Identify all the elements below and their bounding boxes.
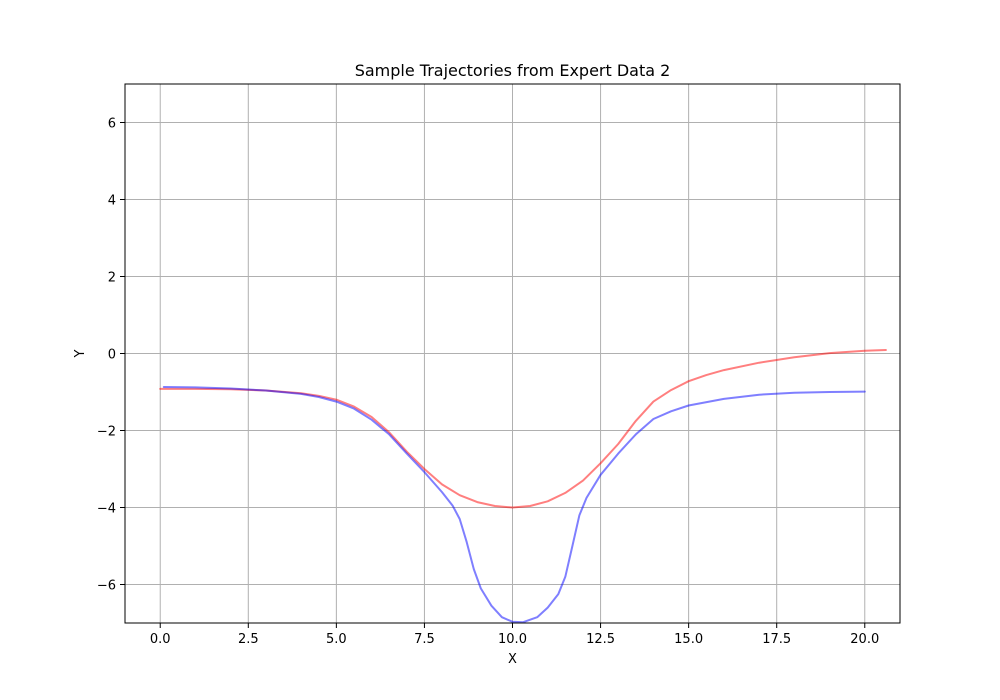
x-tick-label: 7.5 [414, 632, 435, 647]
y-axis-label: Y [73, 349, 88, 358]
y-tick-label: 2 [108, 271, 116, 286]
y-tick-label: −4 [97, 502, 116, 517]
x-axis-ticks: 0.0 2.5 5.0 7.5 10.0 12.5 15.0 17.5 20.0 [150, 623, 879, 647]
x-tick-label: 5.0 [326, 632, 347, 647]
x-tick-label: 0.0 [150, 632, 171, 647]
x-tick-label: 10.0 [498, 632, 527, 647]
x-tick-label: 17.5 [762, 632, 791, 647]
x-tick-label: 15.0 [674, 632, 703, 647]
y-tick-label: 0 [108, 348, 116, 363]
y-tick-label: −6 [97, 579, 116, 594]
series-line-1 [159, 349, 887, 509]
x-tick-label: 2.5 [238, 632, 259, 647]
x-axis-label: X [508, 652, 517, 667]
y-tick-label: 4 [108, 194, 116, 209]
y-tick-label: −2 [97, 425, 116, 440]
x-tick-label: 12.5 [586, 632, 615, 647]
y-tick-label: 6 [108, 117, 116, 132]
y-axis-ticks: −6 −4 −2 0 2 4 6 [97, 117, 125, 594]
x-tick-label: 20.0 [850, 632, 879, 647]
series-layer [159, 349, 887, 624]
series-line-2 [162, 386, 866, 624]
chart-title: Sample Trajectories from Expert Data 2 [355, 61, 671, 80]
